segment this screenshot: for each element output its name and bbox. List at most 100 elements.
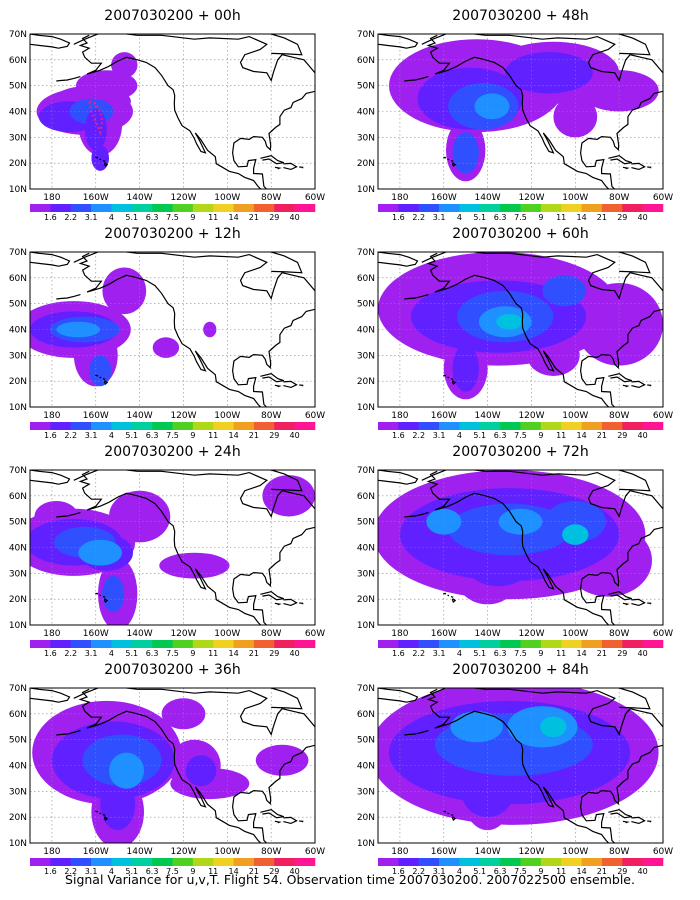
- colorbar-swatch: [70, 204, 92, 212]
- map-panel: 2007030200 + 24h 70N 60N 50N 40N 30N 20N 10N 180…: [8, 444, 338, 659]
- lat-tick-label: 60N: [357, 710, 375, 720]
- coastline: [447, 376, 450, 379]
- colorbar-swatch: [581, 858, 603, 866]
- colorbar-swatch: [172, 422, 194, 430]
- colorbar-swatch: [459, 422, 481, 430]
- colorbar-swatch: [378, 858, 399, 866]
- colorbar-label: 5.1: [125, 431, 138, 440]
- colorbar-label: 7.5: [166, 649, 179, 658]
- lat-tick-label: 20N: [9, 159, 27, 169]
- coastline: [99, 158, 102, 161]
- coastline: [78, 688, 262, 843]
- colorbar-label: 40: [638, 867, 648, 876]
- coastline: [647, 820, 652, 823]
- coastline: [299, 602, 304, 605]
- panel-title: 2007030200 + 72h: [452, 444, 589, 460]
- colorbar-swatch: [479, 422, 501, 430]
- colorbar-label: 40: [638, 213, 648, 222]
- colorbar-swatch: [601, 422, 623, 430]
- colorbar-label: 40: [290, 649, 300, 658]
- lat-tick-label: 50N: [9, 82, 27, 92]
- coastline: [274, 820, 282, 824]
- coastline: [450, 596, 454, 599]
- variance-contour: [185, 755, 217, 787]
- colorbar-label: 9: [190, 213, 195, 222]
- coastline: [271, 688, 303, 710]
- variance-contour: [553, 96, 598, 138]
- panel-title: 2007030200 + 00h: [104, 8, 241, 24]
- coastline: [260, 809, 285, 819]
- coastline: [299, 166, 304, 169]
- coastline: [78, 34, 262, 189]
- colorbar-label: 7.5: [514, 649, 527, 658]
- colorbar-label: 29: [269, 649, 279, 658]
- lat-tick-label: 60N: [9, 710, 27, 720]
- lat-tick-label: 30N: [9, 351, 27, 361]
- colorbar-label: 3.1: [433, 867, 446, 876]
- lat-tick-label: 10N: [357, 185, 375, 195]
- colorbar-swatch: [561, 858, 582, 866]
- lat-tick-label: 40N: [357, 326, 375, 336]
- lat-tick-label: 20N: [9, 377, 27, 387]
- lon-tick-label: 180: [43, 193, 60, 203]
- colorbar-swatch: [50, 422, 72, 430]
- colorbar-swatch: [601, 204, 623, 212]
- lon-tick-label: 100W: [562, 411, 588, 421]
- colorbar-swatch: [439, 422, 460, 430]
- colorbar-swatch: [213, 422, 234, 430]
- colorbar-swatch: [561, 422, 582, 430]
- coastline: [450, 814, 454, 817]
- lon-tick-label: 80W: [609, 193, 629, 203]
- colorbar-label: 21: [597, 213, 607, 222]
- coastline: [426, 470, 610, 625]
- colorbar-label: 11: [556, 213, 566, 222]
- colorbar-label: 29: [617, 213, 627, 222]
- colorbar-label: 5.1: [473, 213, 486, 222]
- coastline: [631, 598, 646, 607]
- lat-tick-label: 20N: [9, 595, 27, 605]
- coastline: [99, 812, 102, 815]
- lat-tick-label: 20N: [357, 377, 375, 387]
- colorbar-swatch: [111, 640, 133, 648]
- colorbar-label: 9: [538, 867, 543, 876]
- colorbar-label: 9: [538, 213, 543, 222]
- colorbar-swatch: [274, 640, 295, 648]
- colorbar-label: 3.1: [433, 431, 446, 440]
- colorbar-label: 3.1: [85, 213, 98, 222]
- variance-contour: [262, 475, 315, 517]
- lon-tick-label: 60W: [653, 411, 673, 421]
- colorbar-swatch: [500, 640, 521, 648]
- colorbar-label: 3.1: [85, 649, 98, 658]
- colorbar-label: 9: [190, 431, 195, 440]
- colorbar-swatch: [479, 204, 501, 212]
- colorbar-swatch: [30, 858, 51, 866]
- colorbar-label: 29: [269, 431, 279, 440]
- colorbar-swatch: [111, 204, 133, 212]
- coastline: [404, 730, 429, 736]
- coastline: [274, 384, 282, 388]
- colorbar-label: 1.6: [44, 213, 57, 222]
- colorbar-label: 1.6: [44, 867, 57, 876]
- lon-tick-label: 180: [43, 629, 60, 639]
- coastline: [56, 512, 81, 518]
- colorbar-label: 6.3: [494, 213, 507, 222]
- colorbar-label: 5.1: [125, 649, 138, 658]
- lat-tick-label: 40N: [9, 762, 27, 772]
- colorbar-swatch: [561, 640, 582, 648]
- colorbar-swatch: [152, 422, 173, 430]
- colorbar-swatch: [581, 422, 603, 430]
- colorbar-swatch: [253, 204, 275, 212]
- colorbar-label: 5.1: [125, 867, 138, 876]
- coastline: [283, 162, 298, 171]
- variance-contour: [496, 314, 523, 330]
- lat-tick-label: 10N: [9, 403, 27, 413]
- colorbar-label: 1.6: [392, 213, 405, 222]
- lon-tick-label: 140W: [475, 411, 501, 421]
- lat-tick-label: 30N: [357, 569, 375, 579]
- coastline: [102, 378, 106, 381]
- coastline: [56, 76, 81, 82]
- lat-tick-label: 10N: [357, 621, 375, 631]
- coastline: [103, 816, 109, 821]
- colorbar-label: 7.5: [514, 431, 527, 440]
- colorbar-swatch: [274, 422, 295, 430]
